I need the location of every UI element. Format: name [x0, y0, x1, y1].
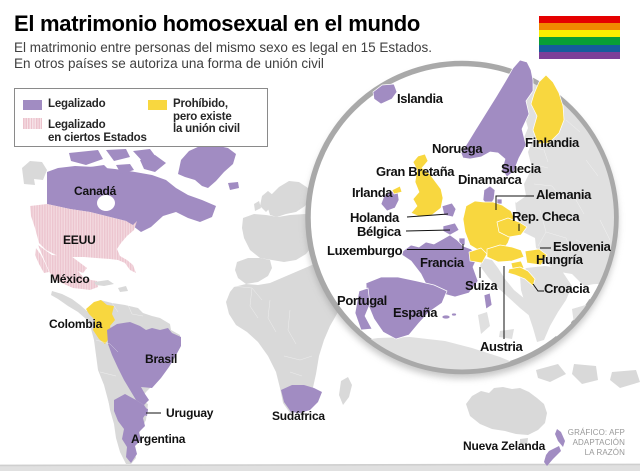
- svg-text:México: México: [50, 272, 89, 286]
- svg-text:Bélgica: Bélgica: [357, 224, 402, 239]
- svg-text:España: España: [393, 305, 438, 320]
- svg-text:Uruguay: Uruguay: [166, 406, 214, 420]
- svg-text:Dinamarca: Dinamarca: [458, 172, 522, 187]
- svg-text:Francia: Francia: [420, 255, 465, 270]
- svg-text:Hungría: Hungría: [536, 252, 584, 267]
- svg-text:Alemania: Alemania: [536, 187, 592, 202]
- svg-text:Suiza: Suiza: [465, 278, 498, 293]
- svg-text:Argentina: Argentina: [131, 432, 186, 446]
- svg-text:Sudáfrica: Sudáfrica: [272, 409, 325, 423]
- svg-text:Gran Bretaña: Gran Bretaña: [376, 164, 455, 179]
- svg-text:Irlanda: Irlanda: [352, 185, 393, 200]
- svg-text:Noruega: Noruega: [432, 141, 483, 156]
- svg-text:Luxemburgo: Luxemburgo: [327, 243, 403, 258]
- svg-text:Brasil: Brasil: [145, 352, 177, 366]
- svg-text:Canadá: Canadá: [74, 184, 117, 198]
- svg-text:Nueva Zelanda: Nueva Zelanda: [463, 439, 546, 453]
- svg-text:Holanda: Holanda: [350, 210, 400, 225]
- svg-text:Portugal: Portugal: [337, 293, 387, 308]
- svg-text:Austria: Austria: [480, 339, 523, 354]
- svg-text:Rep. Checa: Rep. Checa: [512, 209, 580, 224]
- svg-text:Finlandia: Finlandia: [525, 135, 580, 150]
- svg-text:Islandia: Islandia: [397, 91, 444, 106]
- svg-text:Colombia: Colombia: [49, 317, 103, 331]
- svg-text:Suecia: Suecia: [501, 161, 542, 176]
- svg-text:Croacia: Croacia: [544, 281, 590, 296]
- svg-text:Eslovenia: Eslovenia: [553, 239, 612, 254]
- svg-text:EEUU: EEUU: [63, 233, 96, 247]
